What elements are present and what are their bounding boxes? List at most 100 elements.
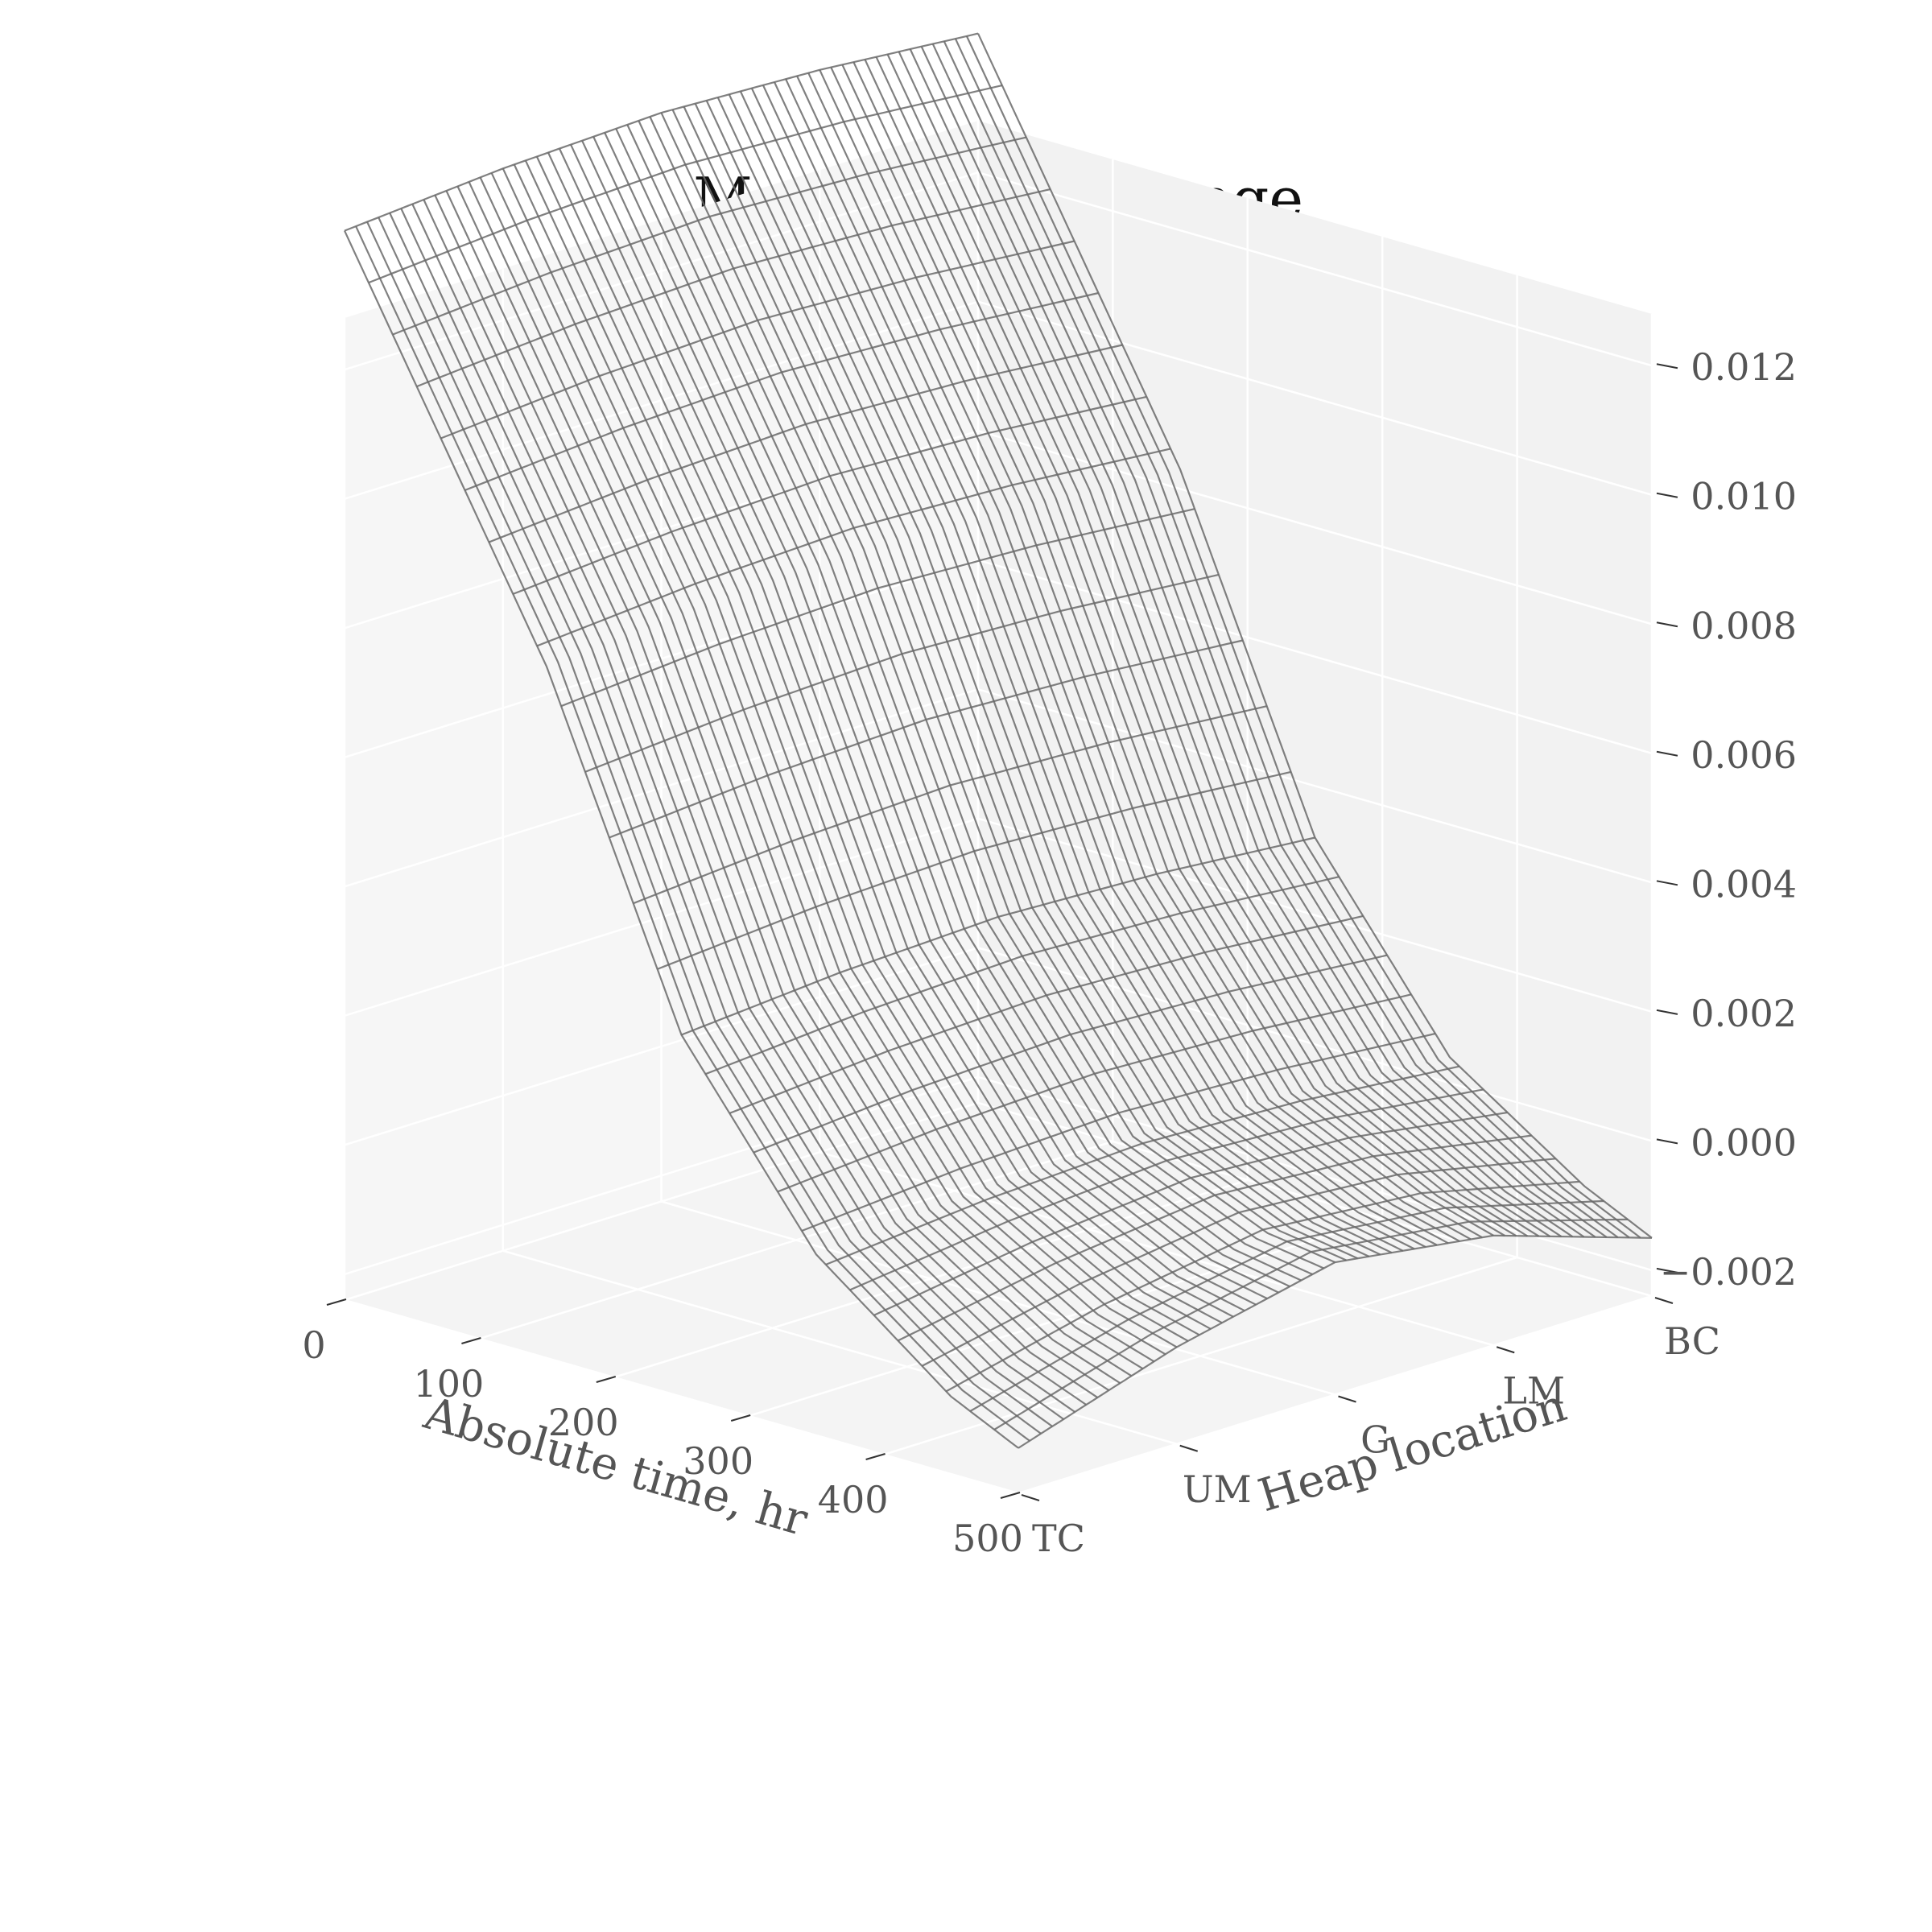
surface-line-location [819, 69, 1494, 1236]
surface-line-location [931, 43, 1608, 1238]
y-tick-mark [1021, 1494, 1040, 1501]
z-tick-label: 0.004 [1690, 862, 1797, 906]
surface-line-location [604, 132, 1279, 1294]
surface-mesh [344, 32, 1653, 1449]
z-gridline [977, 171, 1653, 367]
surface-line-location [705, 100, 1381, 1256]
surface-line-location [570, 144, 1245, 1312]
z-gridline [977, 688, 1653, 884]
y-tick-label: G [1360, 1418, 1390, 1462]
surface-line-location [728, 93, 1404, 1252]
surface-line-location [366, 221, 1042, 1435]
z-gridline [977, 1075, 1653, 1272]
z-tick-mark [1656, 492, 1678, 498]
surface-line-location [559, 148, 1234, 1318]
surface-line-location [694, 103, 1370, 1257]
surface-line-location [649, 116, 1324, 1269]
surface-line-location [513, 163, 1189, 1342]
surface-line-location [683, 106, 1359, 1260]
y-tick-mark [1496, 1346, 1515, 1354]
surface-line-location [400, 208, 1075, 1413]
z-tick-label: 0.012 [1690, 345, 1797, 389]
pane-location-wall [978, 121, 1652, 1296]
surface-line-location [965, 35, 1641, 1239]
x-tick-mark [730, 1414, 751, 1422]
surface-line-location [502, 167, 1178, 1348]
x-tick-label: 100 [413, 1362, 484, 1406]
x-tick-label: 0 [302, 1323, 325, 1367]
x-tick-label: 200 [548, 1401, 619, 1444]
surface-line-location [954, 38, 1630, 1239]
surface-line-location [671, 109, 1348, 1261]
z-tick-mark [1656, 621, 1678, 628]
surface-line-location [389, 213, 1064, 1420]
y-tick-label: TC [1032, 1517, 1085, 1560]
y-tick-mark [1338, 1395, 1356, 1403]
surface-line-location [660, 112, 1335, 1264]
surface-line-location [864, 59, 1540, 1237]
z-tick-label: 0.006 [1690, 733, 1797, 777]
z-tick-mark [1656, 880, 1678, 886]
surface-line-location [841, 64, 1517, 1237]
z-tick-mark [1656, 1009, 1678, 1015]
z-tick-mark [1656, 1267, 1678, 1274]
surface-line-location [456, 185, 1133, 1377]
surface-line-location [626, 124, 1302, 1282]
surface-line-location [378, 217, 1053, 1427]
z-tick-label: 0.008 [1690, 604, 1797, 647]
y-tick-mark [1654, 1297, 1674, 1304]
surface-line-location [785, 78, 1460, 1242]
surface-line-location [830, 67, 1505, 1236]
surface-line-location [898, 51, 1574, 1238]
surface-line-location [355, 225, 1030, 1442]
axis-ticks: 0 100 200 300 400 500 TC UM G LM BC −0.002 0.000 0.00… [302, 345, 1797, 1560]
surface-line-location [524, 159, 1200, 1336]
z-tick-mark [1656, 1138, 1678, 1145]
surface-line-location [615, 128, 1290, 1288]
surface-line-location [920, 46, 1596, 1238]
surface-line-location [774, 81, 1449, 1245]
z-tick-label: 0.000 [1690, 1121, 1797, 1164]
surface-line-location [490, 172, 1166, 1356]
z-tick-label: 0.010 [1690, 475, 1797, 518]
z-tick-mark [1656, 363, 1678, 369]
x-tick-label: 400 [818, 1478, 889, 1521]
surface-line-location [638, 120, 1313, 1276]
surface-line-location [434, 195, 1110, 1392]
x-tick-mark [596, 1376, 617, 1383]
surface-line-location [581, 140, 1257, 1306]
surface-line-location [739, 91, 1415, 1250]
x-tick-mark [865, 1453, 886, 1460]
axis-panes [345, 121, 1652, 1493]
z-gridline [977, 817, 1653, 1013]
surface-line-location [875, 56, 1551, 1237]
surface-line-location [852, 61, 1528, 1237]
y-tick-label: BC [1664, 1319, 1720, 1363]
surface-line-location [535, 156, 1212, 1330]
y-gridline [344, 1298, 1019, 1495]
x-tick-mark [1000, 1492, 1021, 1499]
surface-line-location [977, 33, 1653, 1239]
y-tick-label: LM [1502, 1368, 1565, 1412]
surface-line-location [592, 136, 1268, 1300]
surface-line-location [796, 75, 1472, 1241]
x-tick-mark [326, 1298, 347, 1306]
surface-line-location [716, 97, 1393, 1254]
surface-line-location [445, 190, 1121, 1385]
surface-line-location [423, 199, 1099, 1399]
surface-line-location [479, 176, 1155, 1363]
z-tick-label: −0.002 [1660, 1250, 1797, 1294]
y-gridline [502, 1249, 1178, 1445]
surface-line-location [886, 54, 1563, 1238]
surface-line-location [411, 204, 1087, 1406]
surface-line-location [762, 85, 1438, 1246]
x-tick-label: 500 [952, 1517, 1023, 1560]
surface-line-location [750, 88, 1426, 1248]
surface-line-location [344, 230, 1019, 1449]
surface-line-location [909, 48, 1585, 1238]
y-gridline [661, 1200, 1335, 1396]
surface-line-location [547, 152, 1223, 1324]
surface-line-location [807, 72, 1483, 1239]
y-tick-label: UM [1183, 1468, 1252, 1511]
